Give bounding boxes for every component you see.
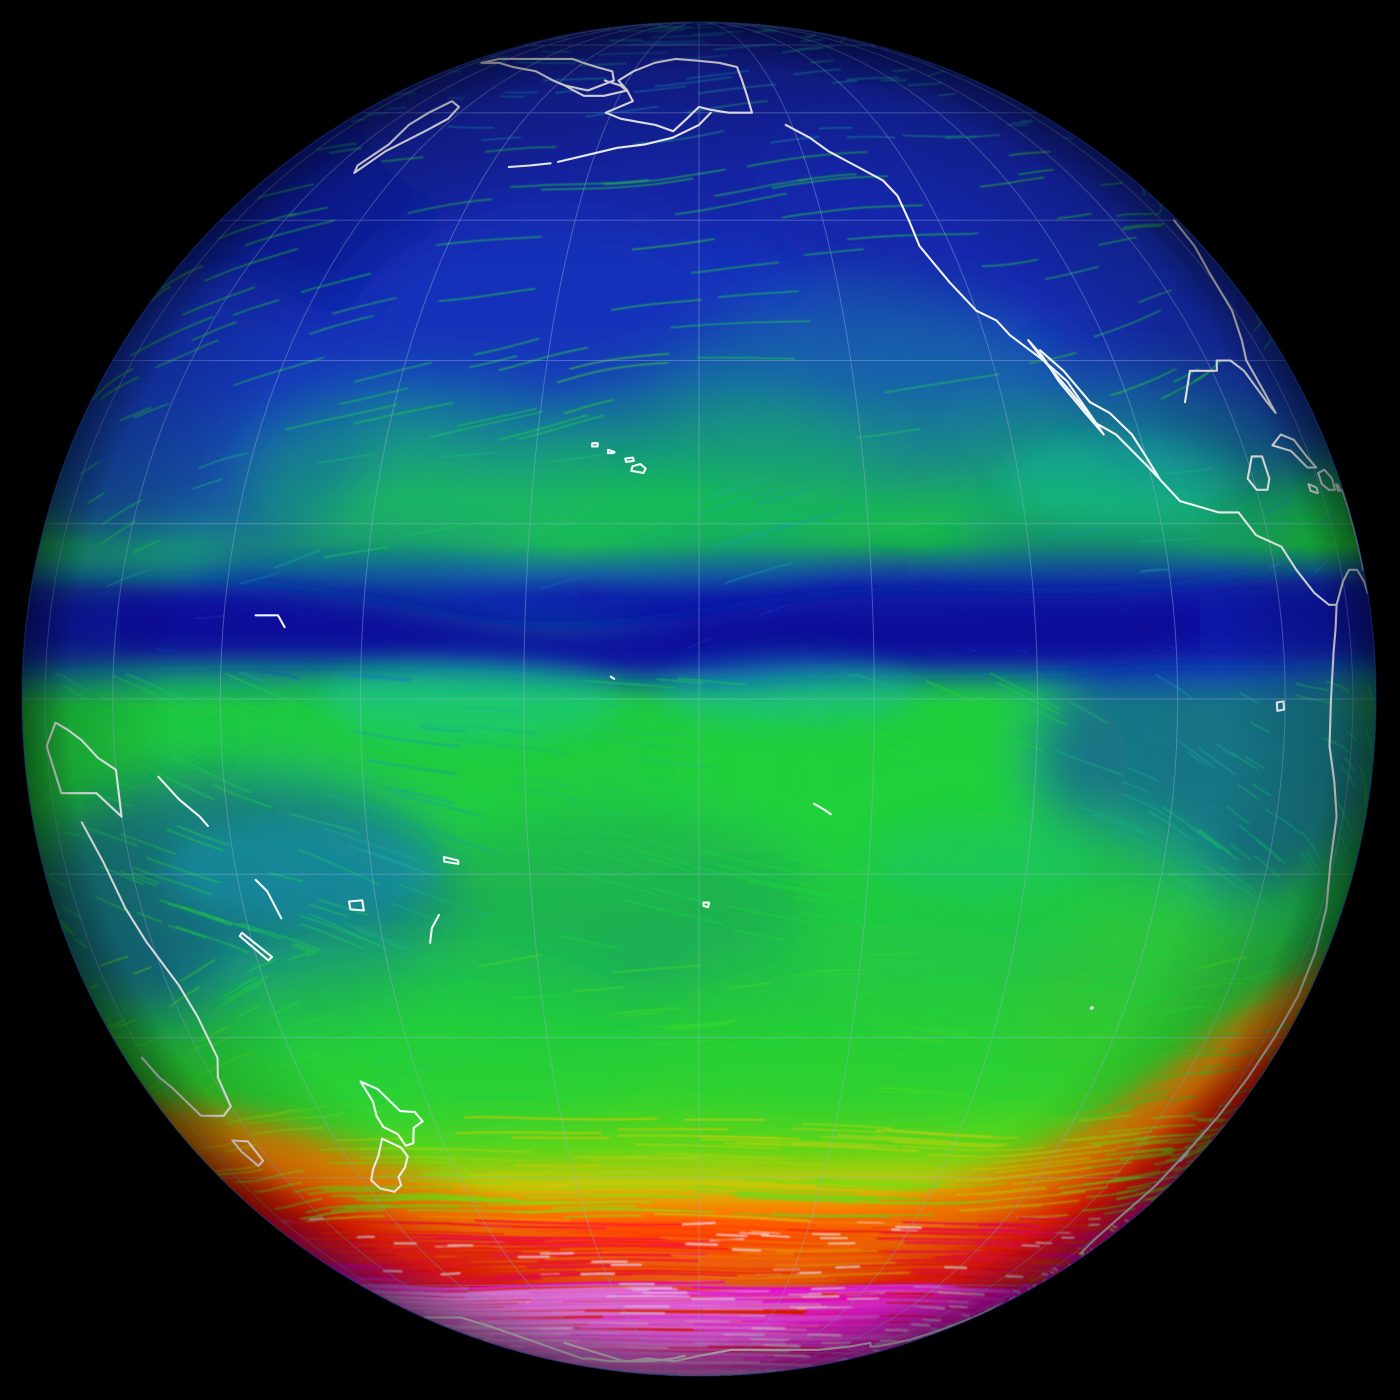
- globe-outline: [21, 21, 1377, 1377]
- limb-shading: [22, 22, 1376, 1376]
